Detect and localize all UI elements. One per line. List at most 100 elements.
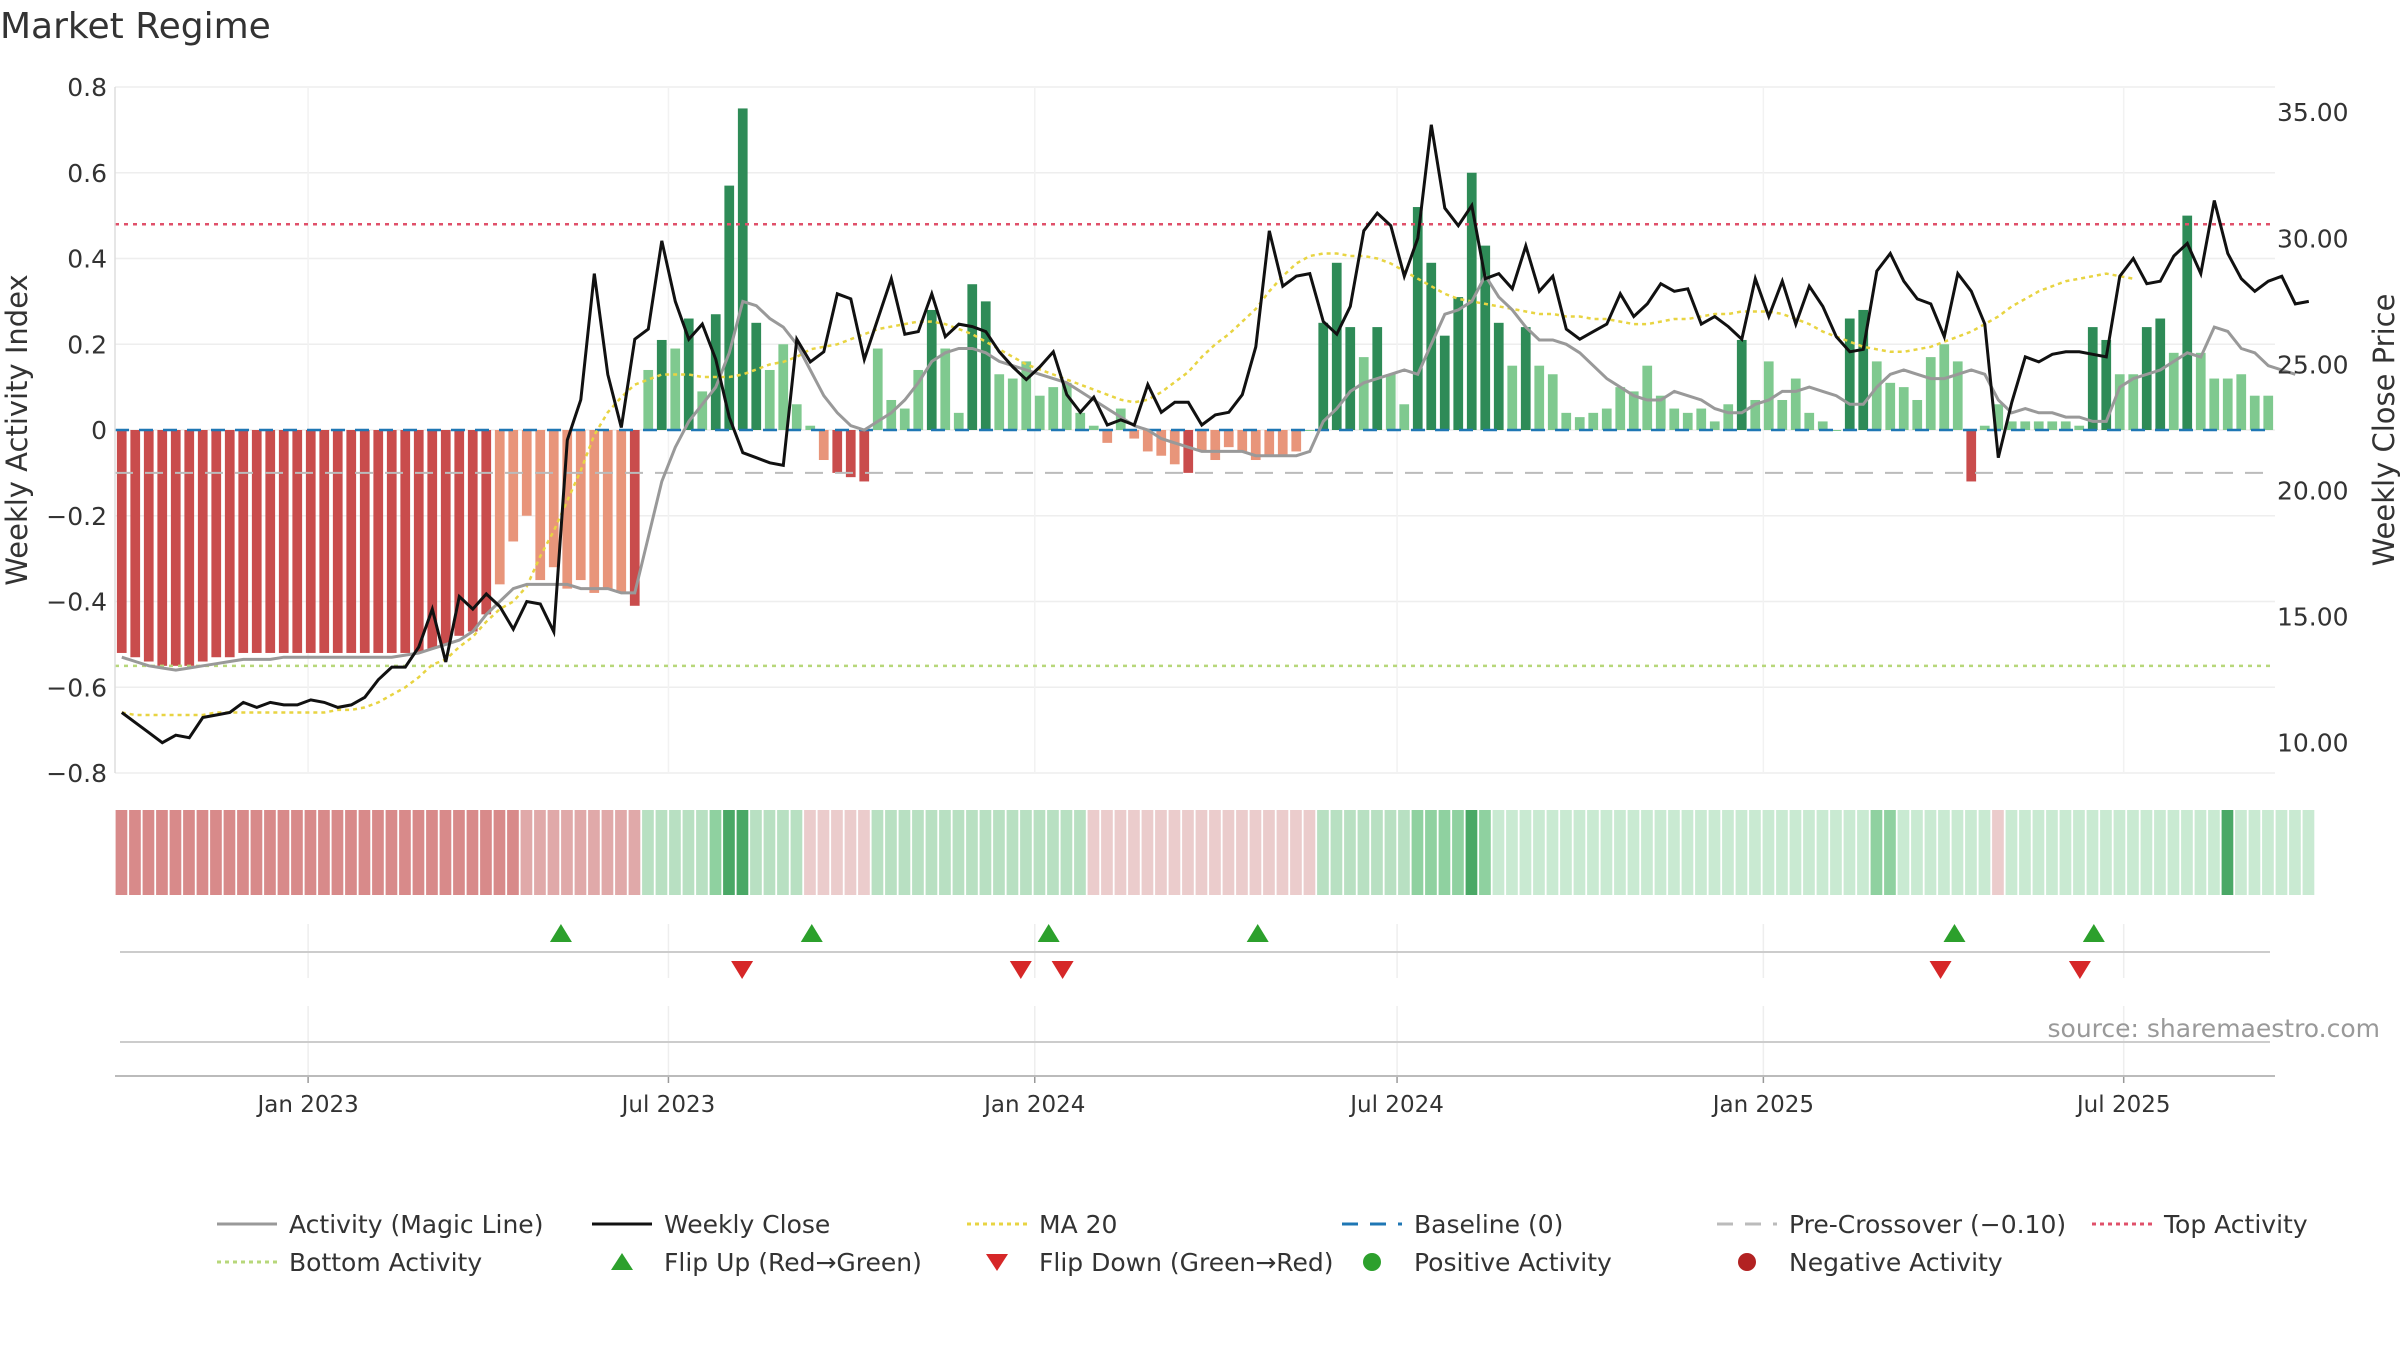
activity-bar <box>967 284 978 430</box>
regime-cell <box>264 810 276 895</box>
activity-bar <box>562 430 573 589</box>
activity-bar <box>1912 399 1923 430</box>
activity-bar <box>1439 335 1450 430</box>
legend-label: Top Activity <box>2164 1209 2308 1239</box>
regime-cell <box>1722 810 1734 895</box>
regime-cell <box>2221 810 2234 895</box>
activity-bar <box>845 430 856 478</box>
regime-cell <box>1519 810 1532 895</box>
activity-bar <box>157 430 168 666</box>
regime-cell <box>2005 810 2018 895</box>
activity-bar <box>1777 399 1788 430</box>
regime-cell <box>1573 810 1586 895</box>
activity-bar <box>359 430 370 653</box>
activity-bar <box>278 430 289 653</box>
regime-cell <box>1398 810 1410 895</box>
regime-cell <box>1884 810 1896 895</box>
source-note: source: sharemaestro.com <box>2047 1014 2381 1043</box>
activity-bar <box>1993 404 2004 430</box>
activity-bar <box>2249 395 2260 430</box>
activity-bar <box>589 430 600 593</box>
activity-bar <box>1939 344 1950 430</box>
regime-cell <box>142 810 155 895</box>
legend-item: Weekly Close <box>590 1210 965 1239</box>
activity-bar <box>1817 421 1828 430</box>
activity-bar <box>710 314 721 430</box>
regime-cell <box>534 810 546 895</box>
regime-cell <box>979 810 992 895</box>
activity-bar <box>1385 374 1396 430</box>
activity-bar <box>1048 387 1059 430</box>
activity-bar <box>980 301 991 430</box>
activity-bar <box>1952 361 1963 430</box>
activity-bar <box>1723 404 1734 430</box>
activity-bar <box>481 430 492 615</box>
regime-cell <box>1317 810 1329 895</box>
regime-cell <box>1195 810 1208 895</box>
y-left-tick-label: −0.2 <box>46 502 107 531</box>
activity-bar <box>535 430 546 581</box>
activity-bar <box>1709 421 1720 430</box>
legend-symbol <box>1738 1253 1756 1271</box>
regime-cell <box>1465 810 1478 895</box>
legend-symbol <box>967 1222 1027 1226</box>
activity-bar <box>1588 412 1599 430</box>
regime-cell <box>1978 810 1991 895</box>
x-tick-label: Jan 2025 <box>1711 1092 1814 1118</box>
regime-cell <box>2275 810 2288 895</box>
legend-symbol <box>217 1222 277 1226</box>
activity-bar <box>940 348 951 430</box>
activity-bar <box>1885 382 1896 430</box>
activity-bar <box>1304 430 1315 431</box>
regime-cell <box>912 810 924 895</box>
regime-cell <box>1182 810 1194 895</box>
activity-bar <box>2263 395 2274 430</box>
regime-cell <box>601 810 614 895</box>
y-left-tick-label: 0.4 <box>67 245 107 274</box>
regime-cell <box>129 810 141 895</box>
activity-bar <box>1264 430 1275 456</box>
activity-bar <box>211 430 222 658</box>
regime-cell <box>2073 810 2085 895</box>
regime-cell <box>858 810 870 895</box>
activity-bar <box>1534 365 1545 430</box>
regime-cell <box>655 810 668 895</box>
regime-cell <box>885 810 897 895</box>
regime-cell <box>453 810 465 895</box>
legend-row-2: Bottom Activity Flip Up (Red→Green) Flip D… <box>215 1243 2375 1281</box>
activity-bar <box>670 348 681 430</box>
regime-cell <box>2059 810 2072 895</box>
y-left-axis-label: Weekly Activity Index <box>0 274 34 585</box>
regime-cell <box>1128 810 1140 895</box>
activity-bar <box>1831 430 1842 431</box>
activity-bar <box>1183 430 1194 473</box>
activity-bar <box>886 399 897 430</box>
flip-down-marker <box>2068 961 2091 979</box>
activity-bar <box>751 322 762 430</box>
regime-cell <box>466 810 479 895</box>
activity-bar <box>1061 382 1072 430</box>
activity-bar <box>2047 421 2058 430</box>
legend-symbol <box>986 1254 1008 1271</box>
activity-bar <box>1736 339 1747 430</box>
regime-cell <box>1101 810 1113 895</box>
regime-cell <box>2248 810 2261 895</box>
legend-symbol <box>611 1253 633 1270</box>
regime-cell <box>952 810 965 895</box>
activity-bar <box>805 425 816 430</box>
y-right-tick-label: 15.00 <box>2277 603 2349 632</box>
activity-bar <box>1871 361 1882 430</box>
magic-line <box>121 272 2296 672</box>
regime-cell <box>318 810 330 895</box>
regime-cell <box>196 810 209 895</box>
activity-bar <box>656 339 667 430</box>
regime-cell <box>345 810 357 895</box>
regime-cell <box>412 810 425 895</box>
activity-bar <box>1844 318 1855 430</box>
regime-cell <box>628 810 641 895</box>
legend-symbol <box>2092 1222 2152 1226</box>
flip-up-marker <box>2082 924 2105 942</box>
y-left-tick-label: −0.8 <box>46 759 107 788</box>
activity-bar <box>2155 318 2166 430</box>
